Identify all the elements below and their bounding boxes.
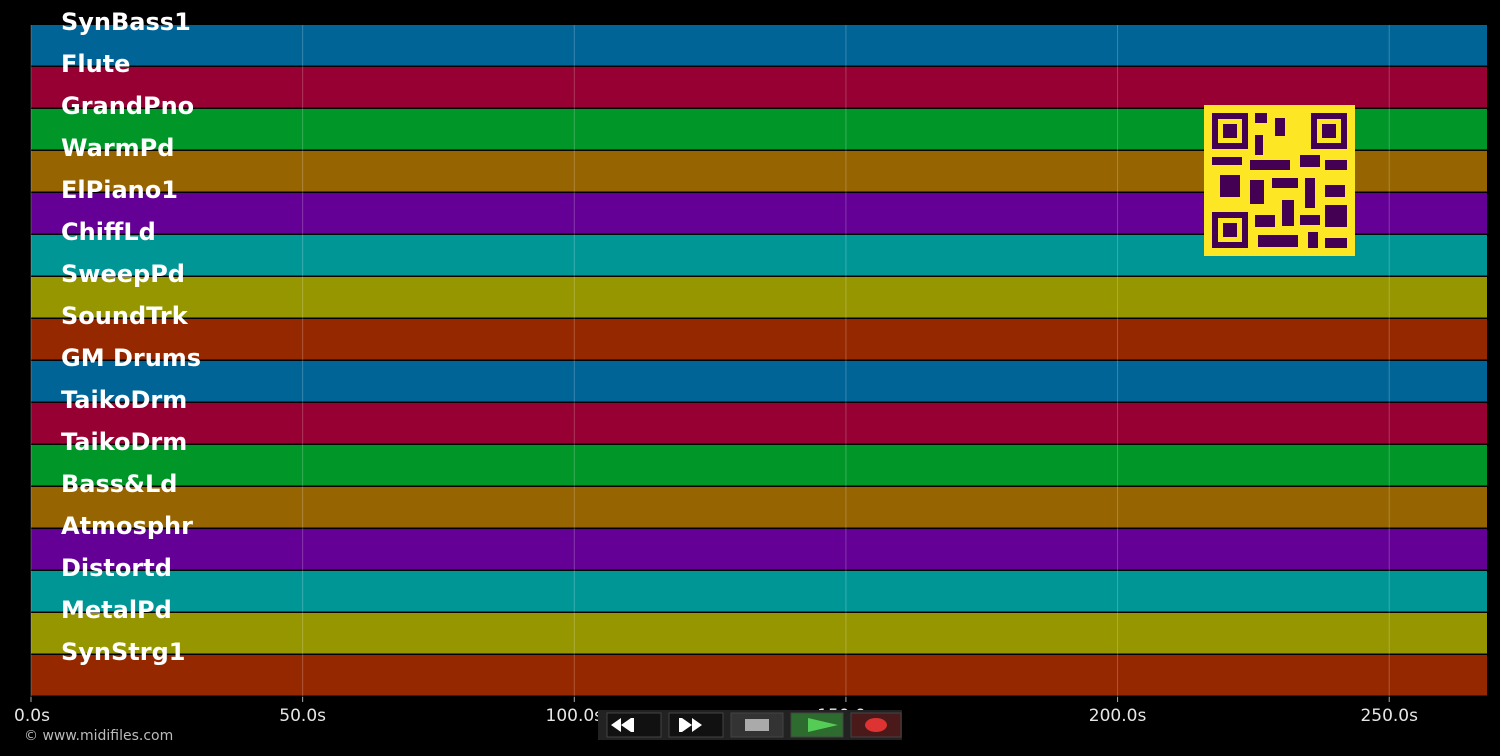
x-tick-label: 100.0s <box>546 706 604 726</box>
track-label: GrandPno <box>61 92 194 120</box>
x-tick-label: 250.0s <box>1360 706 1418 726</box>
track-band <box>31 613 1487 654</box>
track-label: Flute <box>61 50 130 78</box>
x-tick-label: 50.0s <box>279 706 326 726</box>
track-label: MetalPd <box>61 596 172 624</box>
transport-controls <box>598 710 902 740</box>
track-label: SynBass1 <box>61 8 191 36</box>
track-band <box>31 277 1487 318</box>
track-label: ElPiano1 <box>61 176 178 204</box>
stop-button[interactable] <box>730 712 784 738</box>
track-band <box>31 487 1487 528</box>
copyright: © www.midifiles.com <box>24 728 173 744</box>
grid <box>30 25 1390 697</box>
track-label: SoundTrk <box>61 302 189 330</box>
track-label: Distortd <box>61 554 172 582</box>
track-band <box>31 403 1487 444</box>
fast-forward-button[interactable] <box>668 712 724 738</box>
track-label: Atmosphr <box>61 512 193 540</box>
qr-code <box>1204 105 1355 256</box>
rewind-button[interactable] <box>606 712 662 738</box>
track-band <box>31 361 1487 402</box>
track-label: SynStrg1 <box>61 638 186 666</box>
track-label: Bass&Ld <box>61 470 177 498</box>
track-band <box>31 571 1487 612</box>
track-band <box>31 67 1487 108</box>
track-band <box>31 445 1487 486</box>
track-label: TaikoDrm <box>61 386 187 414</box>
track-label: SweepPd <box>61 260 185 288</box>
track-band <box>31 529 1487 570</box>
track-band <box>31 655 1487 696</box>
x-tick-label: 0.0s <box>14 706 50 726</box>
track-label: WarmPd <box>61 134 174 162</box>
track-label: ChiffLd <box>61 218 156 246</box>
track-label: GM Drums <box>61 344 201 372</box>
track-band <box>31 319 1487 360</box>
record-button[interactable] <box>850 712 902 738</box>
x-tick-label: 200.0s <box>1089 706 1147 726</box>
play-button[interactable] <box>790 712 844 738</box>
track-label: TaikoDrm <box>61 428 187 456</box>
track-band <box>31 25 1487 66</box>
